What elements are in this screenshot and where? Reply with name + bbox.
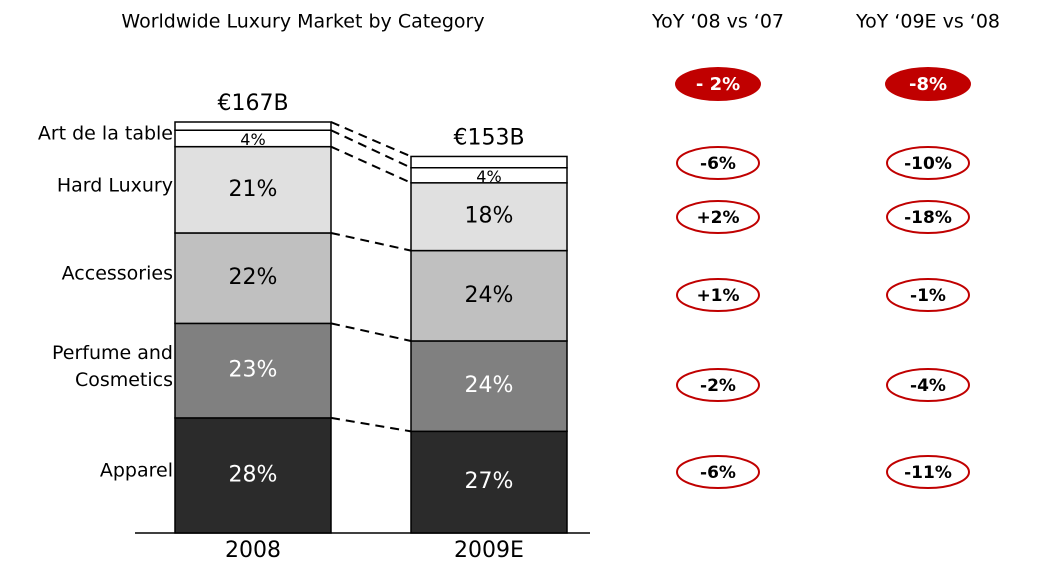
segment-label: 21% [229,177,278,202]
yoy-badge [886,146,970,180]
bar-segment [174,417,332,534]
connector [330,322,412,342]
yoy-label: -4% [910,376,946,396]
bar-segment [174,145,332,234]
category-label: Art de la table [37,122,173,145]
segment-label: 18% [465,204,514,229]
category-label: Hard Luxury [56,174,173,197]
bar-segment [410,340,568,433]
yoy-total-label: -8% [909,74,947,95]
yoy-label: -10% [904,154,952,174]
category-label: Apparel [99,459,173,482]
total-label: €167B [217,91,288,116]
bar-segment [174,232,332,325]
segment-label: 28% [229,462,278,487]
connector [330,231,412,252]
yoy-label: -2% [700,376,736,396]
bar-segment [410,249,568,342]
yoy-label: +1% [696,286,739,306]
yoy-badge [886,278,970,312]
yoy-total-badge [885,67,971,101]
segment-label: 24% [465,373,514,398]
yoy-header: YoY ‘09E vs ‘08 [855,11,1000,33]
yoy-badge [676,455,760,489]
yoy-total-label: - 2% [696,74,740,95]
x-tick-label: 2009E [454,538,524,561]
category-label: Perfume and Cosmetics [52,341,173,391]
yoy-label: -6% [700,463,736,483]
bar-segment [174,121,332,131]
yoy-label: -18% [904,208,952,228]
segment-label: 4% [240,130,265,149]
bar-segment [410,182,568,252]
yoy-label: -1% [910,286,946,306]
yoy-badge [886,200,970,234]
yoy-badge [886,368,970,402]
yoy-badge [676,278,760,312]
yoy-label: -6% [700,154,736,174]
yoy-badge [886,455,970,489]
connector [330,129,412,169]
total-label: €153B [453,125,524,150]
segment-label: 4% [476,167,501,186]
chart-title: Worldwide Luxury Market by Category [121,11,484,33]
connector [330,416,412,433]
yoy-label: +2% [696,208,739,228]
bar-segment [410,155,568,169]
segment-label: 23% [229,358,278,383]
yoy-total-badge [675,67,761,101]
yoy-badge [676,368,760,402]
yoy-badge [676,146,760,180]
segment-label: 27% [465,469,514,494]
x-tick-label: 2008 [225,538,281,561]
connector [330,145,412,184]
yoy-label: -11% [904,463,952,483]
category-label: Accessories [61,262,173,285]
segment-label: 22% [229,265,278,290]
yoy-badge [676,200,760,234]
yoy-header: YoY ‘08 vs ‘07 [651,11,784,33]
connector [330,121,412,158]
segment-label: 24% [465,283,514,308]
